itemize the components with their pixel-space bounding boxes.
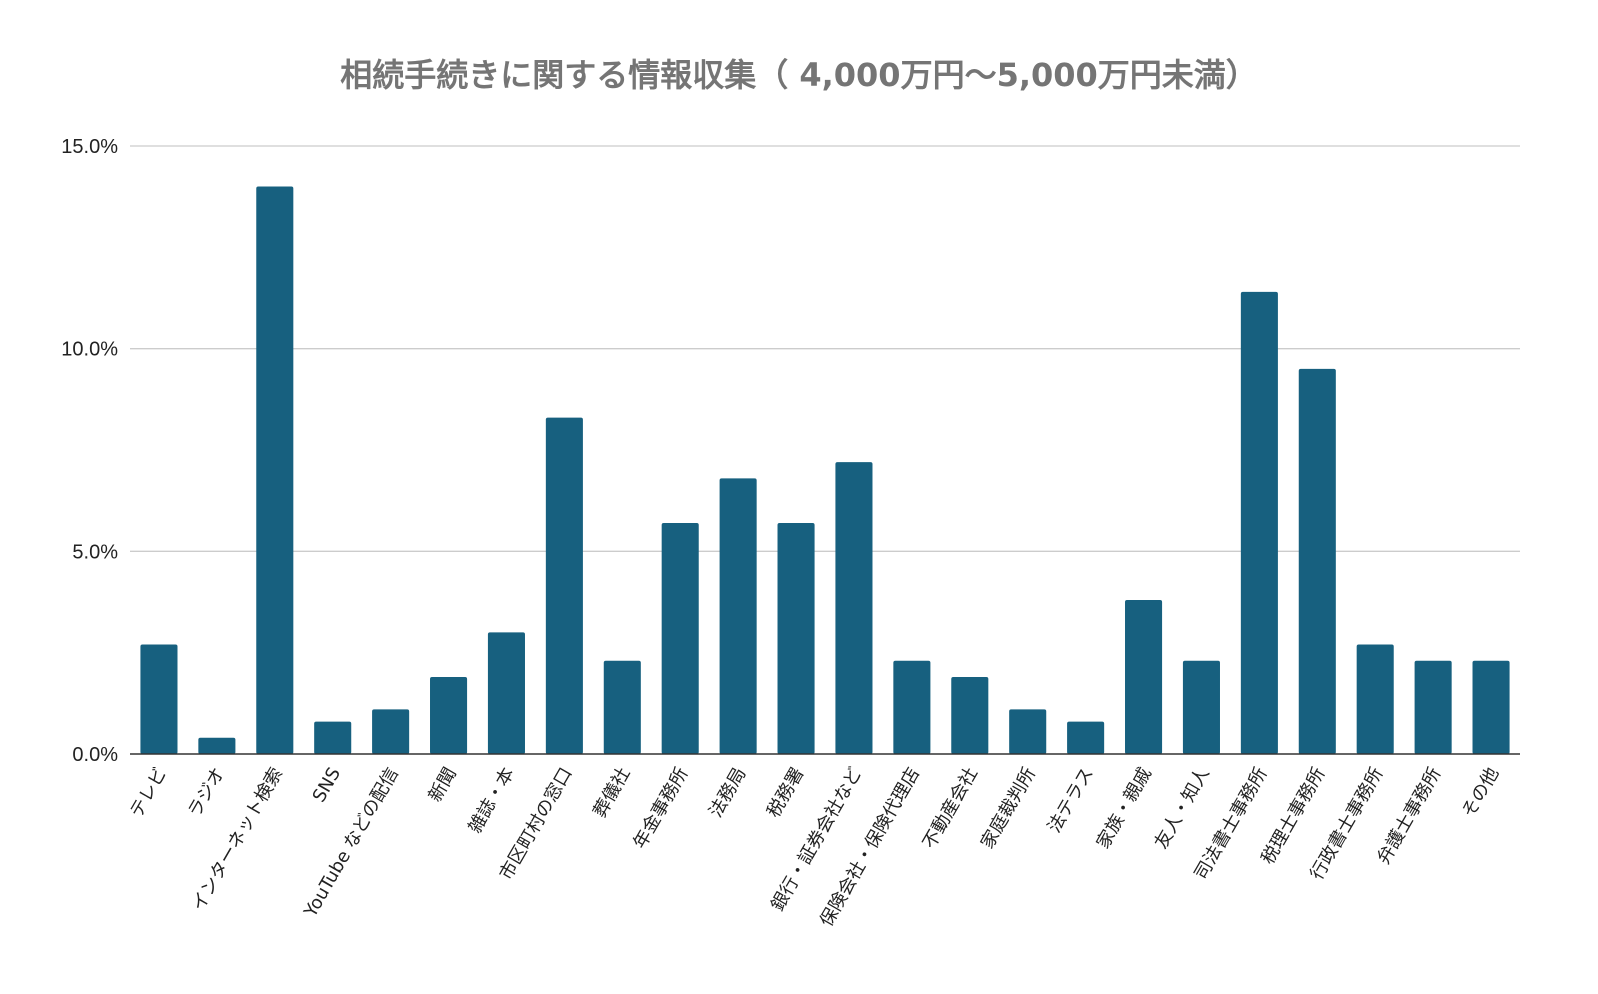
bar <box>1125 599 1163 754</box>
bar <box>198 737 236 754</box>
x-category-label: 税務署 <box>763 764 808 821</box>
x-category-label: 不動産会社 <box>919 764 982 852</box>
bar <box>835 462 873 754</box>
y-tick-label: 10.0% <box>61 339 118 361</box>
bar <box>1009 709 1047 754</box>
bar <box>372 709 410 754</box>
bar <box>951 676 989 754</box>
x-category-label: 法テラス <box>1044 764 1098 837</box>
x-category-label: 友人・知人 <box>1151 764 1214 852</box>
x-category-label: ラジオ <box>184 764 229 821</box>
x-category-label: テレビ <box>126 764 171 821</box>
y-tick-label: 0.0% <box>72 744 118 766</box>
bar <box>1472 660 1510 754</box>
x-category-label: 法務局 <box>705 764 750 821</box>
bar <box>719 478 757 754</box>
bar <box>140 644 178 754</box>
x-category-label: 保険会社・保険代理店 <box>816 764 924 930</box>
x-category-label: 新聞 <box>425 764 461 806</box>
y-axis-ticks: 0.0% 5.0% 10.0% 15.0% <box>61 136 118 766</box>
x-category-label: 年金事務所 <box>629 764 692 852</box>
bar <box>487 632 525 754</box>
bar <box>314 721 352 754</box>
chart-title: 相続手続きに関する情報収集（ 4,000万円～5,000万円未満） <box>340 56 1258 94</box>
bar <box>893 660 931 754</box>
bar <box>545 417 583 754</box>
bar <box>256 186 294 754</box>
bar <box>661 522 699 754</box>
bar <box>777 522 815 754</box>
bar <box>1298 368 1336 754</box>
bar <box>1414 660 1452 754</box>
bars <box>140 186 1510 754</box>
bar <box>1356 644 1394 754</box>
gridlines <box>130 145 1520 552</box>
bar <box>1240 291 1278 754</box>
x-category-label: 家族・親戚 <box>1093 764 1156 852</box>
y-tick-label: 5.0% <box>72 541 118 563</box>
bar <box>603 660 641 754</box>
x-category-label: 家庭裁判所 <box>977 764 1040 852</box>
x-category-label: 葬儀社 <box>589 764 634 821</box>
bar <box>1182 660 1220 754</box>
bar <box>430 676 468 754</box>
x-category-label: SNS <box>309 764 345 806</box>
x-category-label: その他 <box>1458 764 1503 821</box>
x-category-label: 雑誌・本 <box>465 764 519 837</box>
y-tick-label: 15.0% <box>61 136 118 158</box>
bar <box>1067 721 1105 754</box>
